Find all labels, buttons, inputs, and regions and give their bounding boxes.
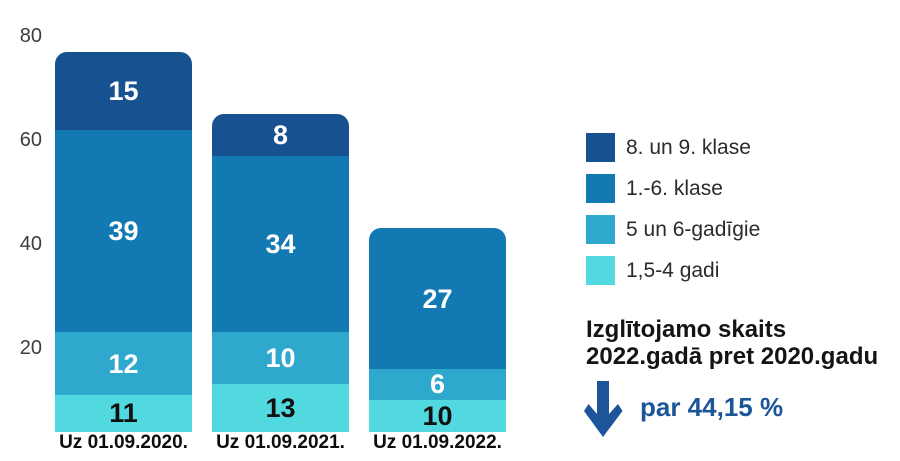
- legend-label: 1.-6. klase: [626, 177, 723, 200]
- legend-item: 5 un 6-gadīgie: [586, 215, 760, 244]
- legend-label: 8. un 9. klase: [626, 136, 751, 159]
- bar-segment-value: 12: [108, 348, 139, 379]
- bar-segment: [55, 51, 192, 130]
- bar-segment-value: 15: [108, 75, 139, 106]
- bar-segment: [55, 332, 192, 395]
- y-axis-tick-label: 20: [19, 337, 42, 359]
- bar-segment-value: 6: [429, 369, 446, 400]
- legend-swatch-icon: [586, 256, 615, 285]
- bar-segment: [369, 400, 506, 432]
- bar-segment: [212, 332, 349, 385]
- annotation-title-line2: 2022.gadā pret 2020.gadu: [586, 343, 879, 370]
- bar-segment-value: 39: [108, 216, 139, 246]
- change-percent-text: par 44,15 %: [640, 392, 784, 422]
- down-arrow-icon: [584, 381, 623, 437]
- x-axis-category-label: Uz 01.09.2022.: [373, 432, 502, 453]
- chart-legend: 8. un 9. klase 1.-6. klase 5 un 6-gadīgie 1…: [586, 133, 760, 285]
- bar-segment: [212, 384, 349, 432]
- bar-segment: [55, 394, 192, 432]
- legend-item: 1,5-4 gadi: [586, 256, 760, 285]
- bar-segment-value: 13: [265, 393, 296, 424]
- change-indicator: par 44,15 %: [584, 380, 894, 442]
- annotation-title: Izglītojamo skaits 2022.gadā pret 2020.g…: [586, 316, 896, 370]
- y-axis-tick-label: 60: [19, 129, 42, 151]
- bar-segment: [212, 114, 349, 156]
- bar-segment-value: 10: [265, 343, 296, 374]
- bar-segment: [369, 368, 506, 400]
- bar-segment: [369, 228, 506, 369]
- bar-segment-value: 27: [422, 283, 453, 314]
- bar-segment: [55, 129, 192, 333]
- legend-swatch-icon: [586, 133, 615, 162]
- bar-segment-value: 11: [109, 398, 138, 429]
- stacked-bar-chart: 20 40 60 80 11 12 39 15 13 10 34 8 10 6 27: [19, 25, 506, 432]
- legend-swatch-icon: [586, 215, 615, 244]
- x-axis-category-label: Uz 01.09.2021.: [216, 432, 345, 453]
- legend-label: 5 un 6-gadīgie: [626, 218, 761, 241]
- bar-segment-value: 8: [272, 119, 289, 150]
- annotation-title-line1: Izglītojamo skaits: [586, 316, 787, 343]
- y-axis-tick-label: 80: [19, 25, 42, 47]
- legend-label: 1,5-4 gadi: [626, 259, 720, 282]
- y-axis-tick-label: 40: [19, 233, 42, 255]
- legend-item: 8. un 9. klase: [586, 133, 760, 162]
- x-axis-category-label: Uz 01.09.2020.: [59, 432, 188, 453]
- bar-segment-value: 34: [265, 229, 296, 259]
- bar-segment-value: 10: [422, 401, 453, 431]
- legend-swatch-icon: [586, 174, 615, 203]
- legend-item: 1.-6. klase: [586, 174, 760, 203]
- bar-segment: [212, 155, 349, 333]
